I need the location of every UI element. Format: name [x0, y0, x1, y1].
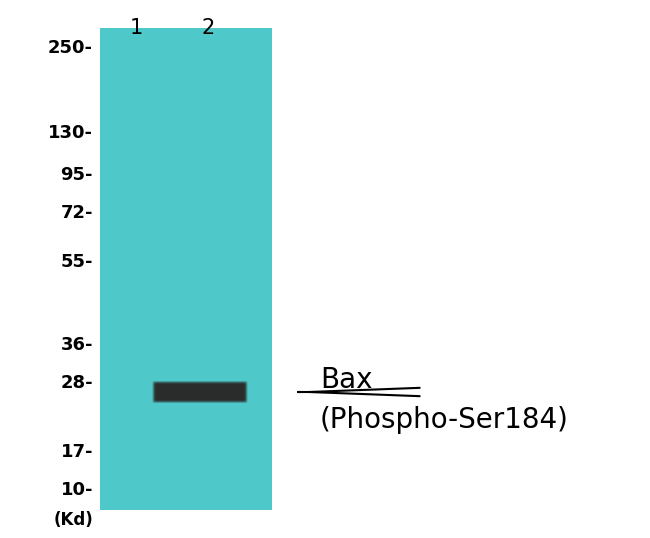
Text: Bax: Bax: [320, 366, 372, 394]
Text: 95-: 95-: [60, 166, 93, 184]
FancyBboxPatch shape: [153, 382, 246, 402]
FancyBboxPatch shape: [155, 384, 244, 400]
Text: (Kd): (Kd): [53, 511, 93, 529]
Text: 72-: 72-: [60, 204, 93, 222]
Text: 36-: 36-: [60, 336, 93, 354]
Text: 2: 2: [202, 18, 214, 38]
Text: 10-: 10-: [60, 481, 93, 499]
Text: 250-: 250-: [48, 39, 93, 57]
FancyBboxPatch shape: [153, 381, 248, 403]
FancyBboxPatch shape: [155, 383, 246, 401]
Text: 130-: 130-: [48, 124, 93, 142]
Text: 28-: 28-: [60, 374, 93, 392]
Text: 55-: 55-: [60, 253, 93, 271]
Text: (Phospho-Ser184): (Phospho-Ser184): [320, 406, 569, 434]
Bar: [100, 28, 272, 510]
Text: 1: 1: [129, 18, 142, 38]
Text: 17-: 17-: [60, 443, 93, 461]
